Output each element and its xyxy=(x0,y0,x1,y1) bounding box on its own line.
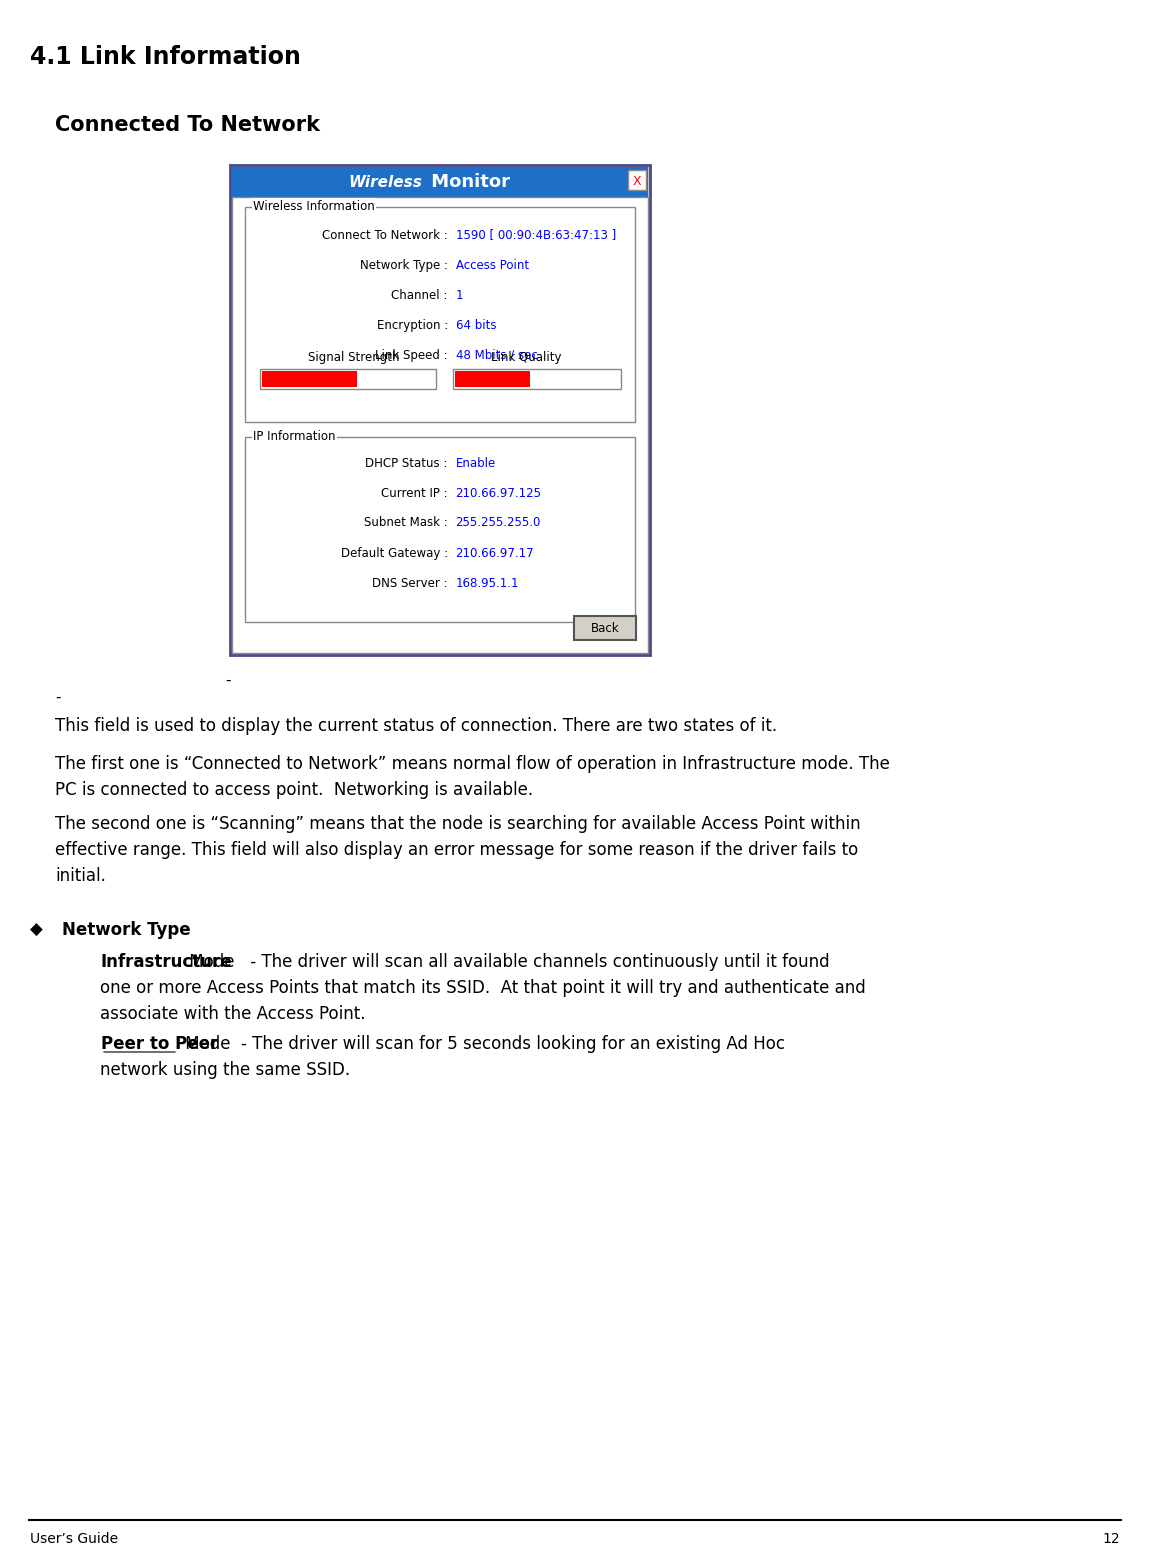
Text: 210.66.97.17: 210.66.97.17 xyxy=(455,546,535,560)
Text: IP Information: IP Information xyxy=(253,429,336,443)
Text: Encryption :: Encryption : xyxy=(376,319,447,331)
Text: Monitor: Monitor xyxy=(426,173,509,191)
Text: effective range. This field will also display an error message for some reason i: effective range. This field will also di… xyxy=(55,841,858,858)
Text: associate with the Access Point.: associate with the Access Point. xyxy=(100,1005,366,1023)
Text: 168.95.1.1: 168.95.1.1 xyxy=(455,577,519,589)
Text: This field is used to display the current status of connection. There are two st: This field is used to display the curren… xyxy=(55,717,777,736)
Bar xyxy=(628,169,646,190)
Text: X: X xyxy=(632,174,642,188)
Text: Access Point: Access Point xyxy=(455,258,529,272)
Text: DNS Server :: DNS Server : xyxy=(373,577,447,589)
Bar xyxy=(453,369,621,389)
Bar xyxy=(245,207,635,421)
Text: Network Type :: Network Type : xyxy=(360,258,447,272)
Text: 64 bits: 64 bits xyxy=(455,319,496,331)
Text: Wireless: Wireless xyxy=(348,174,422,190)
FancyBboxPatch shape xyxy=(574,616,636,641)
FancyBboxPatch shape xyxy=(230,165,650,655)
Text: Enable: Enable xyxy=(455,457,496,470)
Text: DHCP Status :: DHCP Status : xyxy=(366,457,447,470)
Text: Peer to Peer: Peer to Peer xyxy=(101,1036,218,1053)
Bar xyxy=(232,166,647,197)
Text: 1590 [ 00:90:4B:63:47:13 ]: 1590 [ 00:90:4B:63:47:13 ] xyxy=(455,229,616,241)
Text: -: - xyxy=(225,673,230,687)
Text: Signal Strength: Signal Strength xyxy=(308,350,400,364)
Text: Channel :: Channel : xyxy=(391,289,447,302)
Text: Current IP :: Current IP : xyxy=(381,487,447,499)
Text: Infrastructure: Infrastructure xyxy=(100,953,231,970)
Text: Network Type: Network Type xyxy=(62,921,191,939)
Text: Back: Back xyxy=(591,622,620,634)
Text: 48 Mbits / sec: 48 Mbits / sec xyxy=(455,348,537,361)
Text: User’s Guide: User’s Guide xyxy=(30,1532,118,1546)
Bar xyxy=(245,437,635,622)
Text: 255.255.255.0: 255.255.255.0 xyxy=(455,516,540,530)
Text: Link Quality: Link Quality xyxy=(491,350,561,364)
Text: PC is connected to access point.  Networking is available.: PC is connected to access point. Network… xyxy=(55,781,534,799)
Text: Mode   - The driver will scan all available channels continuously until it found: Mode - The driver will scan all availabl… xyxy=(184,953,829,970)
Bar xyxy=(232,197,647,653)
Text: 4.1 Link Information: 4.1 Link Information xyxy=(30,45,301,68)
Text: Connect To Network :: Connect To Network : xyxy=(322,229,447,241)
Text: Link Speed :: Link Speed : xyxy=(375,348,447,361)
Text: 210.66.97.125: 210.66.97.125 xyxy=(455,487,542,499)
Bar xyxy=(454,372,530,387)
Text: ◆: ◆ xyxy=(30,921,43,939)
Text: 12: 12 xyxy=(1103,1532,1120,1546)
Text: initial.: initial. xyxy=(55,868,106,885)
Text: Subnet Mask :: Subnet Mask : xyxy=(365,516,447,530)
Text: The first one is “Connected to Network” means normal flow of operation in Infras: The first one is “Connected to Network” … xyxy=(55,756,890,773)
Text: The second one is “Scanning” means that the node is searching for available Acce: The second one is “Scanning” means that … xyxy=(55,815,860,833)
Bar xyxy=(260,369,436,389)
Text: Connected To Network: Connected To Network xyxy=(55,115,320,135)
Text: 1: 1 xyxy=(455,289,463,302)
Bar xyxy=(262,372,356,387)
Text: Default Gateway :: Default Gateway : xyxy=(340,546,447,560)
Text: Mode  - The driver will scan for 5 seconds looking for an existing Ad Hoc: Mode - The driver will scan for 5 second… xyxy=(181,1036,785,1053)
Text: one or more Access Points that match its SSID.  At that point it will try and au: one or more Access Points that match its… xyxy=(100,980,866,997)
Text: -: - xyxy=(55,690,61,704)
Text: Wireless Information: Wireless Information xyxy=(253,199,375,213)
Text: network using the same SSID.: network using the same SSID. xyxy=(100,1061,350,1079)
